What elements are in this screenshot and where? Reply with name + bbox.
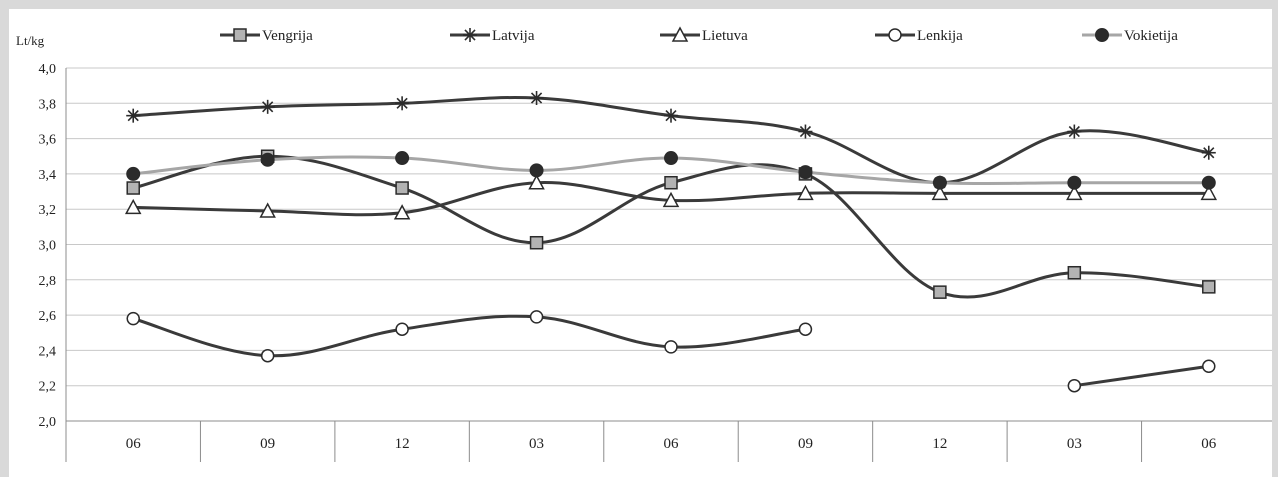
y-tick-label: 3,8 — [39, 97, 57, 112]
point-lietuva — [528, 174, 545, 190]
series-line-lenkija — [131, 314, 807, 358]
point-vokietija — [395, 151, 410, 166]
y-tick-label: 2,8 — [39, 274, 57, 289]
series-markers — [124, 91, 1218, 393]
point-latvija — [395, 96, 410, 111]
x-tick-label: 06 — [1201, 436, 1217, 452]
x-tick-label: 09 — [798, 436, 813, 452]
point-vokietija — [1201, 175, 1216, 190]
point-latvija — [126, 108, 141, 123]
star-stroke — [1203, 147, 1215, 159]
point-vengrija — [395, 181, 409, 195]
legend-marker-vokietija — [1095, 28, 1109, 42]
legend-label-vokietija: Vokietija — [1124, 28, 1178, 44]
star-stroke — [127, 110, 139, 122]
legend-label-latvija: Latvija — [492, 28, 535, 44]
star-stroke — [464, 29, 476, 41]
y-tick-label: 3,2 — [39, 203, 57, 218]
star-stroke — [262, 101, 274, 113]
point-lietuva — [124, 198, 142, 215]
x-tick-label: 03 — [529, 436, 544, 452]
y-tick-label: 3,4 — [39, 168, 57, 183]
y-tick-label: 2,6 — [39, 309, 57, 324]
x-tick-label: 06 — [664, 436, 680, 452]
point-lenkija — [529, 310, 544, 324]
y-axis-label: Lt/kg — [16, 33, 45, 48]
x-tick-label: 03 — [1067, 436, 1082, 452]
legend-item-lietuva: Lietuva — [660, 26, 748, 44]
point-latvija — [664, 108, 678, 123]
point-lietuva — [259, 202, 276, 218]
point-lenkija — [1202, 359, 1216, 374]
y-tick-label: 3,6 — [39, 133, 57, 148]
point-latvija — [529, 91, 544, 106]
point-lenkija — [126, 311, 140, 326]
point-vokietija — [932, 175, 947, 190]
legend-marker-vengrija — [233, 28, 247, 42]
point-vengrija — [126, 181, 140, 195]
point-latvija — [260, 99, 275, 114]
x-tick-label: 09 — [260, 436, 275, 452]
legend-item-vokietija: Vokietija — [1082, 28, 1178, 44]
axes: 2,0 2,2 2,4 2,6 2,8 3,0 3,2 3,4 3,6 3,8 4,0 06 09 12 0… — [39, 62, 1277, 462]
x-tick-label: 12 — [395, 436, 410, 452]
point-vokietija — [260, 152, 275, 167]
point-vokietija — [126, 166, 141, 181]
y-tick-label: 2,0 — [39, 415, 57, 430]
point-vokietija — [1067, 175, 1082, 190]
y-tick-label: 2,4 — [39, 344, 57, 359]
point-vengrija — [933, 285, 947, 299]
star-stroke — [530, 92, 543, 104]
legend-item-latvija: Latvija — [450, 28, 535, 44]
legend-item-vengrija: Vengrija — [220, 28, 313, 44]
point-lietuva — [797, 184, 814, 201]
point-lenkija — [798, 322, 813, 336]
point-lietuva — [1200, 184, 1218, 201]
point-vokietija — [529, 163, 544, 178]
y-tick-label: 3,0 — [39, 239, 57, 254]
point-latvija — [798, 124, 813, 139]
point-lietuva — [662, 191, 680, 208]
star-stroke — [665, 110, 677, 122]
point-lenkija — [395, 322, 409, 336]
point-vokietija — [798, 165, 813, 180]
point-lietuva — [1066, 184, 1083, 201]
point-latvija — [1201, 145, 1216, 160]
star-stroke — [799, 125, 812, 138]
legend-marker-latvija — [463, 28, 477, 42]
y-tick-label: 2,2 — [39, 380, 57, 395]
legend-marker-lenkija — [888, 28, 902, 42]
star-stroke — [396, 97, 408, 109]
y-tick-label: 4,0 — [39, 62, 57, 77]
point-lietuva — [931, 184, 949, 201]
legend-label-vengrija: Vengrija — [262, 28, 313, 44]
point-vengrija — [529, 235, 544, 250]
legend-marker-lietuva — [671, 26, 689, 42]
legend-item-lenkija: Lenkija — [875, 28, 963, 44]
x-tick-label: 12 — [932, 436, 947, 452]
star-stroke — [1068, 125, 1080, 138]
legend-label-lenkija: Lenkija — [917, 28, 963, 44]
series-line-lenkija — [1072, 364, 1211, 388]
point-latvija — [1067, 124, 1082, 139]
point-lenkija — [1067, 378, 1082, 393]
point-lietuva — [393, 204, 411, 220]
point-vokietija — [664, 151, 678, 166]
point-vengrija — [664, 175, 678, 190]
point-lenkija — [664, 340, 678, 354]
point-vengrija — [1067, 265, 1082, 280]
legend-label-lietuva: Lietuva — [702, 28, 748, 44]
legend: Vengrija Latvija Lietuva Lenkija Vokietija — [220, 26, 1178, 44]
x-tick-label: 06 — [126, 436, 142, 452]
point-lenkija — [260, 348, 275, 363]
point-vengrija — [1202, 280, 1216, 294]
